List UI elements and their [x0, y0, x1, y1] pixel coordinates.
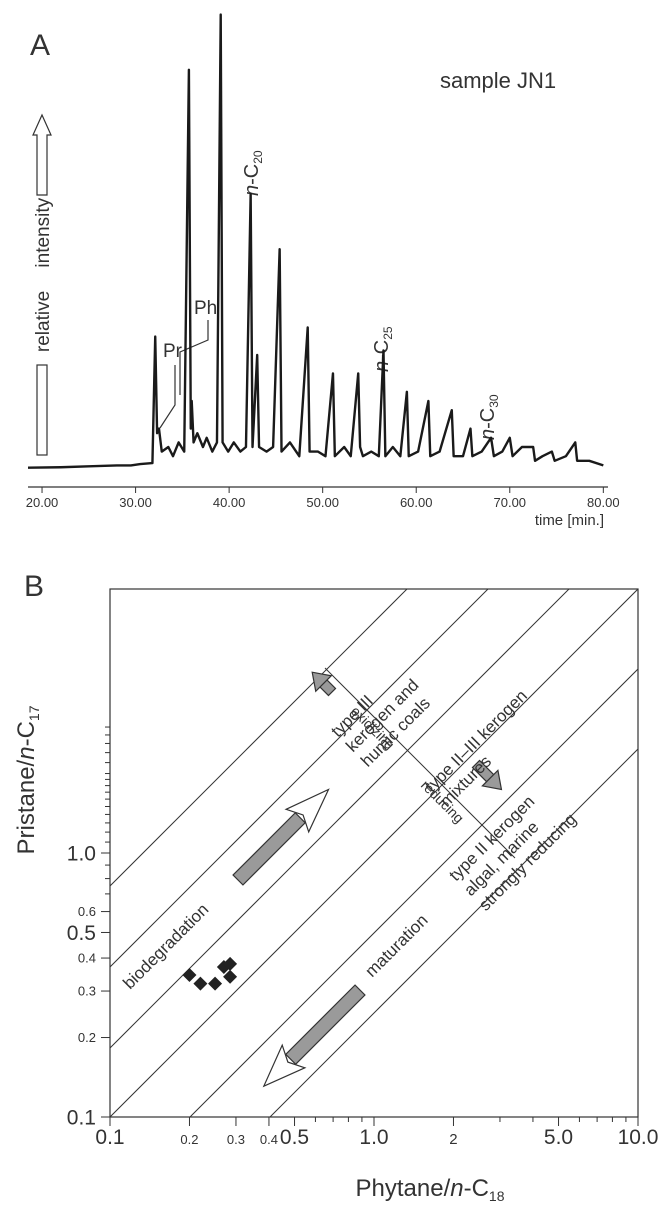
peak-label-part: n	[477, 429, 499, 440]
x-tick-label: 0.5	[280, 1126, 309, 1149]
leader-line	[159, 365, 176, 429]
data-point	[193, 976, 208, 991]
diagonal-line	[269, 748, 639, 1118]
x-tick-label: 5.0	[544, 1126, 573, 1149]
boundary-line	[324, 667, 516, 859]
arrow-head	[284, 788, 330, 834]
y-tick-label: 0.6	[78, 904, 96, 919]
diagonal-line	[189, 668, 639, 1118]
x-tick-label: 20.00	[26, 495, 59, 510]
axis-label-part: n	[13, 746, 40, 759]
axis-label-part: -C	[13, 721, 40, 746]
x-tick-label: 0.4	[260, 1132, 278, 1147]
x-axis-label: Phytane/n-C18	[356, 1175, 505, 1204]
peak-label: Ph	[194, 298, 217, 319]
peak-label: n-C30	[477, 394, 501, 440]
intensity-arrow	[32, 113, 52, 196]
x-tick-label: 0.2	[180, 1132, 198, 1147]
diagonal-line	[109, 588, 639, 1118]
axis-label-part: 17	[26, 705, 42, 721]
chart-title: sample JN1	[440, 68, 556, 93]
region-label: type III kerogen and humic coals	[327, 657, 440, 770]
diagonal-lines	[109, 588, 639, 1118]
region-label: type II kerogen algal, marine strongly r…	[445, 780, 580, 915]
x-tick-label: 70.00	[494, 495, 527, 510]
x-tick-label: 80.00	[587, 495, 620, 510]
arrow-body	[232, 811, 307, 886]
y-tick-label: 0.4	[78, 951, 96, 966]
panel-label: A	[30, 29, 50, 62]
axis-label-part: 18	[489, 1188, 505, 1204]
x-tick-label: 40.00	[213, 495, 246, 510]
intensity-bar	[36, 364, 48, 456]
data-point	[223, 956, 238, 971]
x-tick-label: 1.0	[359, 1126, 388, 1149]
peak-label-part: -C	[371, 340, 393, 361]
arrow	[262, 984, 366, 1088]
peak-label-part: n	[241, 185, 263, 196]
x-tick-label: 30.00	[119, 495, 152, 510]
diagonal-line	[109, 588, 489, 968]
x-tick-label: 60.00	[400, 495, 433, 510]
x-tick-label: 0.3	[227, 1132, 245, 1147]
y-tick-label: 0.2	[78, 1030, 96, 1045]
data-point	[182, 968, 197, 983]
y-axis-label: relative intensity	[33, 197, 54, 352]
peak-label: Pr	[163, 341, 183, 362]
arrow-head	[311, 671, 333, 693]
chromatogram-trace	[27, 13, 604, 469]
axis-label-part: -C	[464, 1175, 489, 1202]
peak-label-part: -C	[241, 164, 263, 185]
arrow-body	[284, 984, 366, 1066]
peak-label-part: -C	[477, 408, 499, 429]
peak-label-part: 25	[381, 326, 395, 340]
y-tick-label: 1.0	[67, 842, 96, 865]
arrow	[471, 759, 503, 791]
arrow-head	[481, 769, 503, 791]
axis-label-part: n	[450, 1175, 463, 1202]
panel-label: B	[24, 570, 44, 603]
x-tick-label: 10.0	[618, 1126, 659, 1149]
y-axis-label: Pristane/n-C17	[13, 705, 42, 854]
x-tick-label: 0.1	[95, 1126, 124, 1149]
peak-label-part: 30	[487, 394, 501, 408]
y-tick-label: 0.1	[67, 1106, 96, 1129]
arrow	[232, 788, 330, 886]
arrows	[232, 671, 503, 1088]
arrow-label: maturation	[361, 911, 431, 981]
x-tick-label: 50.00	[306, 495, 339, 510]
peak-label: n-C20	[241, 150, 265, 196]
x-axis-label: time [min.]	[535, 512, 604, 529]
x-tick-label: 2	[449, 1131, 457, 1148]
peak-label-part: 20	[251, 150, 265, 164]
y-tick-label: 0.3	[78, 984, 96, 999]
leader-line	[179, 320, 209, 395]
data-point	[223, 969, 238, 984]
axis-label-part: Pristane/	[13, 759, 40, 854]
data-point	[208, 976, 223, 991]
arrow-head	[262, 1043, 307, 1088]
diagonal-line	[109, 588, 408, 887]
arrow	[311, 671, 337, 697]
axis-label-part: Phytane/	[356, 1175, 451, 1202]
y-tick-label: 0.5	[67, 922, 96, 945]
